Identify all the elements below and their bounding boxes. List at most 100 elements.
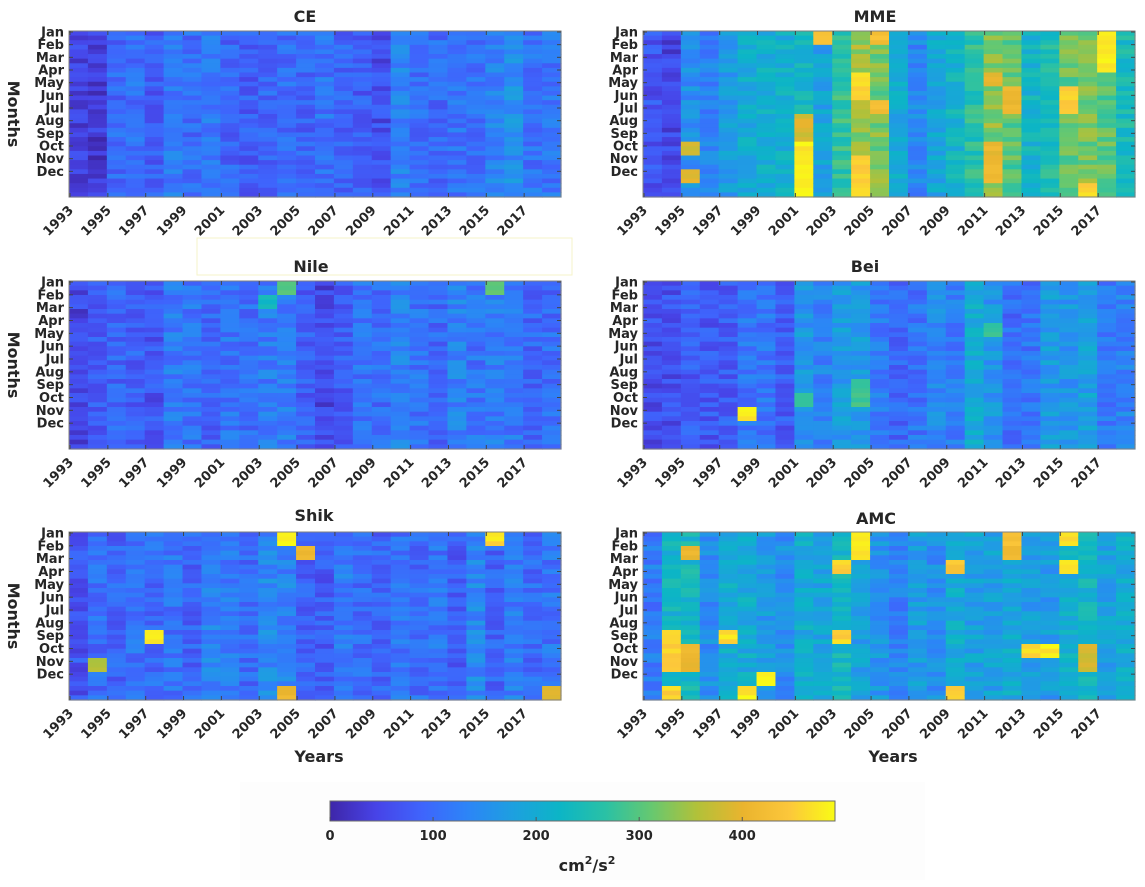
heatmap-cell xyxy=(466,35,486,41)
heatmap-cell xyxy=(296,383,316,389)
heatmap-cell xyxy=(371,425,392,431)
heatmap-cell xyxy=(428,569,449,575)
heatmap-cell xyxy=(1116,285,1136,291)
heatmap-cell xyxy=(889,393,909,399)
heatmap-cell xyxy=(144,658,165,664)
heatmap-cell xyxy=(144,597,165,603)
heatmap-cell xyxy=(926,155,947,161)
heatmap-cell xyxy=(315,146,335,152)
heatmap-cell xyxy=(163,54,184,60)
heatmap-cell xyxy=(258,690,278,696)
heatmap-cell xyxy=(832,327,852,333)
heatmap-cell xyxy=(333,341,354,347)
heatmap-cell xyxy=(466,109,486,115)
heatmap-cell xyxy=(182,690,203,696)
heatmap-cell xyxy=(163,421,184,427)
heatmap-cell xyxy=(485,435,505,441)
heatmap-cell xyxy=(1097,281,1117,287)
x-tick-label: 1999 xyxy=(154,455,190,491)
heatmap-cell xyxy=(428,397,449,403)
heatmap-cell xyxy=(983,90,1004,97)
heatmap-cell xyxy=(371,81,392,87)
heatmap-cell xyxy=(964,365,985,371)
heatmap-cell xyxy=(125,132,146,138)
heatmap-cell xyxy=(371,439,392,445)
heatmap-cell xyxy=(680,72,701,78)
heatmap-cell xyxy=(220,281,240,287)
heatmap-cell xyxy=(201,658,221,664)
heatmap-cell xyxy=(1097,72,1117,78)
heatmap-cell xyxy=(296,536,316,542)
heatmap-cell xyxy=(1021,439,1041,445)
heatmap-cell xyxy=(964,318,985,324)
heatmap-cell xyxy=(964,411,985,417)
heatmap-cell xyxy=(1116,67,1136,74)
heatmap-cell xyxy=(851,104,871,110)
heatmap-cell xyxy=(220,578,240,584)
heatmap-cell xyxy=(390,602,411,608)
heatmap-cell xyxy=(1059,309,1079,315)
heatmap-cell xyxy=(296,95,316,101)
heatmap-cell xyxy=(504,40,524,46)
heatmap-cell xyxy=(125,407,146,413)
heatmap-cell xyxy=(315,616,335,622)
heatmap-cell xyxy=(661,346,682,352)
heatmap-cell xyxy=(680,281,701,287)
heatmap-cell xyxy=(352,681,373,687)
heatmap-cell xyxy=(125,183,146,189)
heatmap-cell xyxy=(428,187,449,193)
heatmap-cell xyxy=(1059,54,1079,60)
heatmap-cell xyxy=(680,109,701,115)
heatmap-cell xyxy=(371,95,392,101)
heatmap-cell xyxy=(851,81,871,87)
heatmap-cell xyxy=(106,150,127,157)
heatmap-cell xyxy=(277,667,297,673)
heatmap-cell xyxy=(352,620,373,626)
heatmap-cell xyxy=(277,597,297,603)
heatmap-cell xyxy=(315,90,335,97)
heatmap-cell xyxy=(983,58,1004,64)
heatmap-cell xyxy=(1002,77,1023,83)
heatmap-cell xyxy=(296,625,316,631)
heatmap-cell xyxy=(428,560,449,566)
heatmap-cell xyxy=(775,416,795,422)
x-tick-label: 2001 xyxy=(766,203,802,239)
heatmap-cell xyxy=(1097,346,1117,352)
heatmap-cell xyxy=(907,86,928,92)
heatmap-cell xyxy=(1078,81,1098,87)
heatmap-cell xyxy=(756,383,777,389)
heatmap-cell xyxy=(1097,54,1117,60)
heatmap-cell xyxy=(69,536,89,542)
heatmap-cell xyxy=(315,309,335,315)
heatmap-cell xyxy=(466,40,486,46)
heatmap-cell xyxy=(333,49,354,55)
heatmap-cell xyxy=(680,90,701,97)
heatmap-cell xyxy=(983,383,1004,389)
heatmap-cell xyxy=(144,686,165,692)
heatmap-cell xyxy=(315,327,335,333)
heatmap-cell xyxy=(983,355,1004,361)
heatmap-cell xyxy=(333,620,354,626)
x-tick-label: 1997 xyxy=(116,203,152,239)
heatmap-cell xyxy=(258,187,278,193)
heatmap-cell xyxy=(390,104,411,110)
heatmap-cell xyxy=(1097,132,1117,138)
heatmap-cell xyxy=(643,295,663,301)
heatmap-cell xyxy=(485,374,505,380)
heatmap-cell xyxy=(964,313,985,319)
heatmap-cell xyxy=(1097,323,1117,329)
heatmap-cell xyxy=(466,435,486,441)
heatmap-cell xyxy=(371,35,392,41)
heatmap-cell xyxy=(1078,388,1098,394)
heatmap-cell xyxy=(144,611,165,617)
heatmap-cell xyxy=(813,383,833,389)
heatmap-cell xyxy=(945,407,966,413)
heatmap-cell xyxy=(333,672,354,678)
heatmap-cell xyxy=(277,425,297,431)
heatmap-cell xyxy=(794,346,814,352)
heatmap-cell xyxy=(699,416,720,422)
heatmap-cell xyxy=(315,187,335,193)
heatmap-cell xyxy=(371,435,392,441)
heatmap-cell xyxy=(144,95,165,101)
heatmap-cell xyxy=(1078,309,1098,315)
